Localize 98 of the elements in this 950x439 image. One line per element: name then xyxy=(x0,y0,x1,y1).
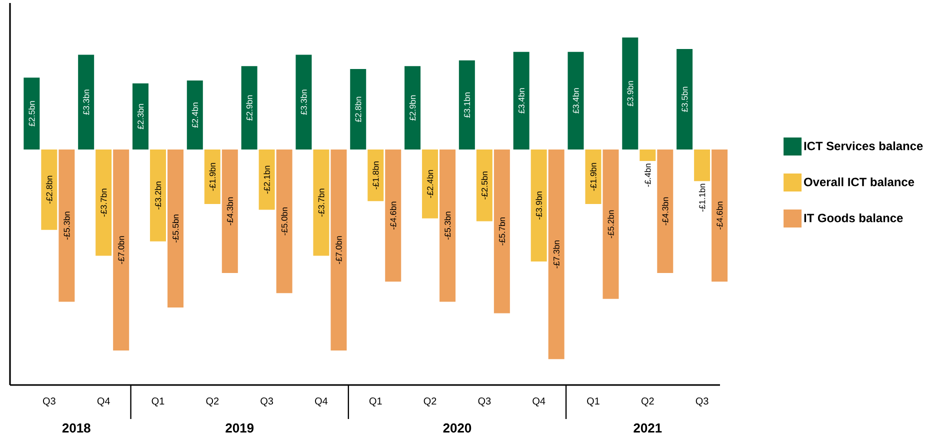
bar xyxy=(276,149,292,294)
data-label: £2.3bn xyxy=(137,104,144,130)
data-label: -£4.6bn xyxy=(390,202,396,230)
bar xyxy=(330,149,347,351)
data-label: -£5.3bn xyxy=(64,212,70,240)
bar xyxy=(96,149,112,256)
data-label: -£5.7bn xyxy=(498,218,506,246)
data-label: £2.5bn xyxy=(28,101,35,126)
bar xyxy=(585,149,602,204)
x-tick-label: Q1 xyxy=(587,398,600,406)
bar xyxy=(458,60,475,150)
bar xyxy=(694,149,710,182)
bar xyxy=(568,52,584,150)
x-tick-label: Q4 xyxy=(532,398,546,406)
data-label: £2.4bn xyxy=(192,102,198,128)
bar xyxy=(712,149,728,282)
data-label: -£4.3bn xyxy=(662,197,668,226)
legend-label: ICT Services balance xyxy=(804,141,923,150)
bar xyxy=(258,149,275,210)
bar xyxy=(640,149,656,161)
bar xyxy=(313,149,330,256)
legend-label: IT Goods balance xyxy=(804,213,903,222)
x-tick-label: Q3 xyxy=(696,398,708,406)
data-label: -£7.3bn xyxy=(553,240,560,268)
x-tick-label: Q2 xyxy=(424,398,436,406)
data-label: -£7.0bn xyxy=(118,236,124,264)
data-label: £3.4bn xyxy=(572,88,579,114)
data-label: -£3.7bn xyxy=(318,188,324,217)
x-tick-label: Q2 xyxy=(641,398,654,406)
data-label: -£2.4bn xyxy=(426,170,434,198)
data-label: £3.1bn xyxy=(464,92,470,118)
data-label: -£2.1bn xyxy=(264,166,270,194)
x-tick-label: Q3 xyxy=(42,398,56,406)
bar xyxy=(58,149,75,302)
text: 2018 xyxy=(62,423,90,433)
data-label: £2.9bn xyxy=(409,95,416,121)
x-tick-label: Q3 xyxy=(260,398,274,406)
data-label: -£1.9bn xyxy=(590,162,596,191)
bar xyxy=(132,83,148,150)
data-label: £2.9bn xyxy=(246,95,252,121)
bar xyxy=(41,149,58,230)
bar xyxy=(186,80,203,150)
data-label: -£1.9bn xyxy=(209,162,216,191)
data-label: -£2.8bn xyxy=(46,176,52,204)
bar xyxy=(676,48,693,150)
bar xyxy=(513,52,530,150)
x-tick-label: Q3 xyxy=(478,398,491,406)
bar xyxy=(548,149,564,360)
legend-label: Overall ICT balance xyxy=(804,177,914,186)
bar xyxy=(385,149,402,282)
bar xyxy=(440,149,456,302)
data-label: -£5.5bn xyxy=(172,214,179,242)
bar xyxy=(222,149,238,273)
bar xyxy=(622,37,638,150)
data-label: £3.4bn xyxy=(518,88,524,114)
data-label: -£5.2bn xyxy=(608,210,614,238)
bar xyxy=(530,149,547,262)
bar xyxy=(113,149,130,351)
bar xyxy=(204,149,220,204)
bar xyxy=(167,149,184,308)
data-label: -£5.3bn xyxy=(444,212,451,240)
text: 2021 xyxy=(634,423,662,433)
bar xyxy=(404,66,421,150)
bar xyxy=(24,78,40,150)
x-tick-label: Q4 xyxy=(97,398,110,406)
bar xyxy=(476,149,492,222)
data-label: -£3.2bn xyxy=(154,182,162,210)
data-label: -£7.0bn xyxy=(336,236,342,264)
data-label: £2.8bn xyxy=(355,96,362,122)
text: 2020 xyxy=(443,423,472,433)
bar xyxy=(150,149,166,242)
x-tick-label: Q4 xyxy=(315,398,328,406)
bar xyxy=(657,149,674,273)
data-label: -£1.8bn xyxy=(372,162,379,190)
x-tick-label: Q2 xyxy=(206,398,219,406)
data-label: £3.3bn xyxy=(82,90,90,115)
bar xyxy=(368,149,384,202)
data-label: £3.9bn xyxy=(627,81,634,106)
data-label: -£3.9bn xyxy=(536,192,542,220)
data-label: -£2.5bn xyxy=(481,172,488,200)
data-label: £3.5bn xyxy=(681,86,688,112)
x-tick-label: Q1 xyxy=(152,398,164,406)
data-label: £3.3bn xyxy=(300,90,307,115)
data-label: -£4.3bn xyxy=(226,197,233,226)
data-label: -£1.1bn xyxy=(698,184,706,212)
data-label: -£.4bn xyxy=(644,164,651,187)
text: 2019 xyxy=(226,423,254,433)
data-label: -£4.6bn xyxy=(716,202,723,230)
data-label: -£3.7bn xyxy=(100,188,107,217)
bar xyxy=(494,149,510,314)
bar xyxy=(241,66,258,150)
bar xyxy=(350,69,366,150)
x-tick-label: Q1 xyxy=(369,398,382,406)
bar xyxy=(78,54,94,150)
bar xyxy=(602,149,619,299)
bar xyxy=(422,149,438,218)
data-label: -£5.0bn xyxy=(281,207,288,236)
bar xyxy=(296,54,312,150)
